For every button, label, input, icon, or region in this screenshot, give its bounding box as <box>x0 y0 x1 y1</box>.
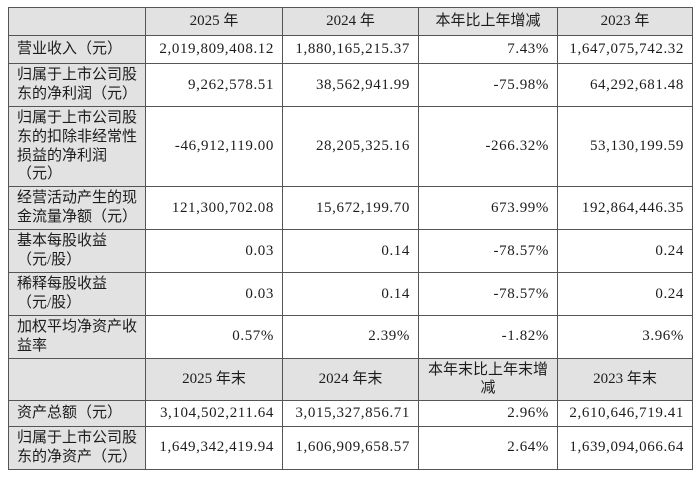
cell-value: 53,130,199.59 <box>557 106 693 187</box>
header-2024: 2024 年 <box>282 7 419 36</box>
table-row-diluted-eps: 稀释每股收益（元/股） 0.03 0.14 -78.57% 0.24 <box>8 272 693 316</box>
table-row-basic-eps: 基本每股收益（元/股） 0.03 0.14 -78.57% 0.24 <box>8 229 693 273</box>
cell-value: 1,649,342,419.94 <box>145 426 283 470</box>
cell-value: 192,864,446.35 <box>557 186 693 230</box>
cell-value: 1,639,094,066.64 <box>557 426 693 470</box>
cell-value: 0.03 <box>145 229 283 273</box>
cell-value: 3,104,502,211.64 <box>145 400 283 427</box>
cell-value: 2.64% <box>418 426 558 470</box>
header-corner-cell <box>8 357 146 401</box>
cell-value: -266.32% <box>418 106 558 187</box>
table-row-net-profit-excl-nonrecurring: 归属于上市公司股东的扣除非经常性损益的净利润（元） -46,912,119.00… <box>8 106 693 187</box>
cell-value: 673.99% <box>418 186 558 230</box>
cell-value: -1.82% <box>418 315 558 359</box>
cell-value: 1,606,909,658.57 <box>282 426 419 470</box>
row-label: 营业收入（元） <box>8 35 146 64</box>
row-label: 稀释每股收益（元/股） <box>8 272 146 316</box>
cell-value: 2.39% <box>282 315 419 359</box>
cell-value: 9,262,578.51 <box>145 63 283 107</box>
header-yoy-change: 本年比上年增减 <box>418 7 558 36</box>
cell-value: 38,562,941.99 <box>282 63 419 107</box>
header-2025-end: 2025 年末 <box>145 357 283 401</box>
cell-value: 28,205,325.16 <box>282 106 419 187</box>
table-row-operating-cash-flow: 经营活动产生的现金流量净额（元） 121,300,702.08 15,672,1… <box>8 186 693 230</box>
table-row-weighted-avg-roe: 加权平均净资产收益率 0.57% 2.39% -1.82% 3.96% <box>8 315 693 359</box>
table-header-row-annual: 2025 年 2024 年 本年比上年增减 2023 年 <box>8 7 693 36</box>
cell-value: 2.96% <box>418 400 558 427</box>
cell-value: -46,912,119.00 <box>145 106 283 187</box>
row-label: 基本每股收益（元/股） <box>8 229 146 273</box>
cell-value: 1,647,075,742.32 <box>557 35 693 64</box>
cell-value: 0.57% <box>145 315 283 359</box>
cell-value: 3,015,327,856.71 <box>282 400 419 427</box>
row-label: 归属于上市公司股东的净利润（元） <box>8 63 146 107</box>
cell-value: 0.14 <box>282 272 419 316</box>
header-2024-end: 2024 年末 <box>282 357 419 401</box>
header-2025: 2025 年 <box>145 7 283 36</box>
row-label: 归属于上市公司股东的净资产（元） <box>8 426 146 470</box>
cell-value: -75.98% <box>418 63 558 107</box>
cell-value: -78.57% <box>418 272 558 316</box>
table-row-net-profit: 归属于上市公司股东的净利润（元） 9,262,578.51 38,562,941… <box>8 63 693 107</box>
row-label: 加权平均净资产收益率 <box>8 315 146 359</box>
cell-value: 2,610,646,719.41 <box>557 400 693 427</box>
cell-value: 0.24 <box>557 272 693 316</box>
cell-value: 3.96% <box>557 315 693 359</box>
financial-summary-table: 2025 年 2024 年 本年比上年增减 2023 年 营业收入（元） 2,0… <box>8 7 693 470</box>
table-row-net-assets: 归属于上市公司股东的净资产（元） 1,649,342,419.94 1,606,… <box>8 426 693 470</box>
cell-value: 1,880,165,215.37 <box>282 35 419 64</box>
cell-value: 15,672,199.70 <box>282 186 419 230</box>
row-label: 归属于上市公司股东的扣除非经常性损益的净利润（元） <box>8 106 146 187</box>
table-row-total-assets: 资产总额（元） 3,104,502,211.64 3,015,327,856.7… <box>8 400 693 427</box>
cell-value: 64,292,681.48 <box>557 63 693 107</box>
header-end-yoy-change: 本年末比上年末增减 <box>418 357 558 401</box>
cell-value: -78.57% <box>418 229 558 273</box>
cell-value: 0.03 <box>145 272 283 316</box>
row-label: 资产总额（元） <box>8 400 146 427</box>
table-header-row-period-end: 2025 年末 2024 年末 本年末比上年末增减 2023 年末 <box>8 357 693 401</box>
cell-value: 2,019,809,408.12 <box>145 35 283 64</box>
cell-value: 0.24 <box>557 229 693 273</box>
header-corner-cell <box>8 7 146 36</box>
cell-value: 121,300,702.08 <box>145 186 283 230</box>
header-2023: 2023 年 <box>557 7 693 36</box>
cell-value: 7.43% <box>418 35 558 64</box>
cell-value: 0.14 <box>282 229 419 273</box>
header-2023-end: 2023 年末 <box>557 357 693 401</box>
table-row-revenue: 营业收入（元） 2,019,809,408.12 1,880,165,215.3… <box>8 35 693 64</box>
row-label: 经营活动产生的现金流量净额（元） <box>8 186 146 230</box>
